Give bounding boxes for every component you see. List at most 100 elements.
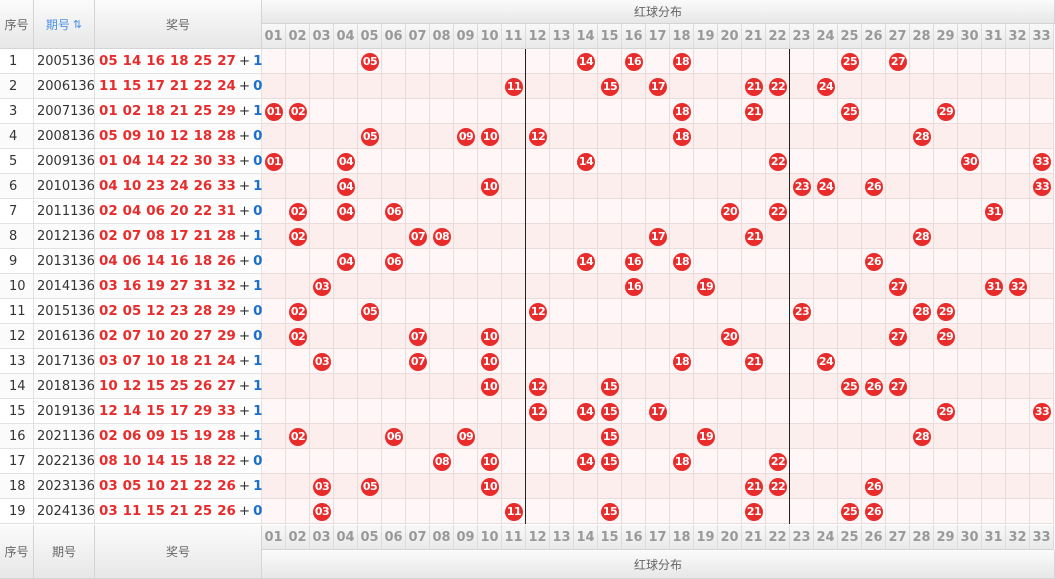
prize-red-number: 02 bbox=[99, 328, 118, 344]
row-issue: 2008136 bbox=[34, 124, 95, 149]
red-ball: 10 bbox=[481, 477, 499, 496]
grid-cell bbox=[790, 449, 814, 474]
footer-number: 21 bbox=[742, 525, 766, 550]
red-ball: 26 bbox=[865, 252, 883, 271]
grid-cell bbox=[646, 124, 670, 149]
grid-cell bbox=[430, 399, 454, 424]
grid-cell bbox=[790, 224, 814, 249]
grid-cell bbox=[478, 274, 502, 299]
grid-cell bbox=[886, 349, 910, 374]
grid-cell bbox=[334, 99, 358, 124]
prize-red-number: 10 bbox=[146, 328, 165, 344]
footer-number: 26 bbox=[862, 525, 886, 550]
plus-sign: + bbox=[238, 153, 251, 169]
red-ball: 26 bbox=[865, 502, 883, 521]
footer-number: 28 bbox=[910, 525, 934, 550]
grid-cell bbox=[430, 249, 454, 274]
grid-cell bbox=[670, 324, 694, 349]
row-issue: 2016136 bbox=[34, 324, 95, 349]
grid-cell bbox=[958, 299, 982, 324]
sort-icon[interactable]: ⇅ bbox=[72, 17, 83, 31]
prize-red-number: 22 bbox=[193, 203, 213, 219]
row-index: 14 bbox=[0, 374, 34, 399]
grid-cell bbox=[718, 124, 742, 149]
grid-cell bbox=[694, 374, 718, 399]
red-ball: 33 bbox=[1033, 402, 1051, 421]
grid-cell bbox=[862, 224, 886, 249]
red-ball: 08 bbox=[433, 227, 451, 246]
grid-cell bbox=[766, 99, 790, 124]
grid-cell bbox=[934, 499, 958, 524]
grid-cell bbox=[478, 74, 502, 99]
red-ball: 12 bbox=[529, 127, 547, 146]
grid-cell bbox=[886, 199, 910, 224]
grid-cell bbox=[358, 274, 382, 299]
grid-cell bbox=[334, 124, 358, 149]
red-ball: 04 bbox=[337, 202, 355, 221]
grid-cell bbox=[646, 324, 670, 349]
prize-red-number: 03 bbox=[99, 503, 118, 519]
grid-cell bbox=[502, 99, 526, 124]
grid-cell bbox=[790, 149, 814, 174]
grid-cell bbox=[334, 449, 358, 474]
grid-cell bbox=[358, 374, 382, 399]
prize-red-number: 21 bbox=[193, 228, 213, 244]
grid-cell bbox=[814, 299, 838, 324]
prize-red-number: 01 bbox=[99, 103, 118, 119]
grid-cell bbox=[934, 349, 958, 374]
footer-number: 15 bbox=[598, 525, 622, 550]
grid-cell bbox=[262, 499, 286, 524]
grid-cell bbox=[694, 249, 718, 274]
grid-cell bbox=[718, 349, 742, 374]
grid-cell bbox=[1030, 349, 1054, 374]
header-number: 06 bbox=[382, 24, 406, 49]
grid-cell bbox=[286, 499, 310, 524]
grid-cell bbox=[550, 449, 574, 474]
header-issue-sort[interactable]: 期号 ⇅ bbox=[34, 0, 95, 49]
grid-cell bbox=[790, 49, 814, 74]
grid-cell bbox=[382, 449, 406, 474]
plus-sign: + bbox=[238, 53, 251, 69]
grid-cell bbox=[886, 249, 910, 274]
grid-cell bbox=[406, 199, 430, 224]
grid-cell bbox=[766, 499, 790, 524]
grid-cell bbox=[766, 224, 790, 249]
header-number: 18 bbox=[670, 24, 694, 49]
grid-cell bbox=[1006, 374, 1030, 399]
footer-number: 13 bbox=[550, 525, 574, 550]
grid-cell bbox=[694, 224, 718, 249]
grid-cell bbox=[622, 174, 646, 199]
prize-red-number: 18 bbox=[146, 103, 165, 119]
prize-red-number: 04 bbox=[122, 203, 142, 219]
grid-cell bbox=[430, 474, 454, 499]
grid-cell bbox=[262, 124, 286, 149]
row-index: 10 bbox=[0, 274, 34, 299]
red-ball: 33 bbox=[1033, 177, 1051, 196]
grid-cell bbox=[358, 174, 382, 199]
grid-cell bbox=[334, 299, 358, 324]
grid-cell bbox=[430, 49, 454, 74]
row-index: 8 bbox=[0, 224, 34, 249]
red-ball: 10 bbox=[481, 377, 499, 396]
row-issue: 2010136 bbox=[34, 174, 95, 199]
row-index: 5 bbox=[0, 149, 34, 174]
red-ball: 28 bbox=[913, 427, 931, 446]
row-index: 15 bbox=[0, 399, 34, 424]
grid-cell bbox=[502, 249, 526, 274]
grid-cell bbox=[574, 199, 598, 224]
grid-cell bbox=[310, 149, 334, 174]
grid-cell bbox=[934, 199, 958, 224]
grid-cell bbox=[310, 324, 334, 349]
grid-cell bbox=[526, 449, 550, 474]
grid-cell bbox=[478, 299, 502, 324]
grid-cell bbox=[694, 74, 718, 99]
red-ball: 26 bbox=[865, 377, 883, 396]
red-ball: 26 bbox=[865, 177, 883, 196]
grid-cell bbox=[718, 499, 742, 524]
prize-red-number: 31 bbox=[217, 203, 236, 219]
grid-cell bbox=[910, 249, 934, 274]
grid-cell bbox=[814, 99, 838, 124]
grid-cell bbox=[286, 49, 310, 74]
